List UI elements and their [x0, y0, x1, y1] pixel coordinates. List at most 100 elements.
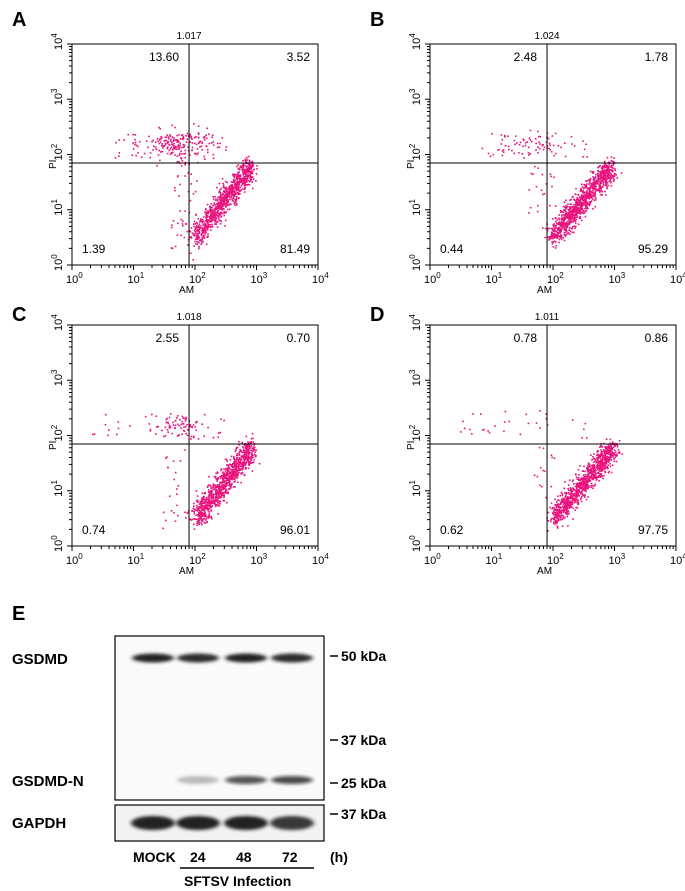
data-point [581, 483, 583, 485]
data-point [580, 190, 582, 193]
data-point [592, 183, 595, 186]
data-point [206, 497, 208, 499]
data-point [593, 453, 595, 455]
data-point [249, 174, 251, 176]
data-point [159, 127, 161, 130]
data-point [234, 471, 237, 473]
data-point [567, 492, 570, 494]
data-point [132, 148, 135, 150]
data-point [251, 462, 254, 464]
data-point [594, 181, 596, 184]
data-point [606, 175, 608, 177]
data-point [237, 464, 240, 466]
data-point [249, 163, 251, 166]
data-point [217, 485, 219, 488]
data-point [613, 157, 615, 159]
data-point [572, 507, 574, 510]
data-point [251, 160, 254, 163]
data-point [156, 137, 159, 140]
data-point [592, 176, 594, 178]
data-point [590, 182, 593, 185]
data-point [200, 507, 202, 509]
data-point [589, 475, 592, 478]
data-point [607, 173, 610, 175]
data-point [223, 475, 226, 477]
data-point [218, 205, 221, 208]
data-point [603, 164, 606, 167]
data-point [589, 201, 592, 203]
data-point [581, 197, 583, 200]
data-point [610, 443, 612, 446]
data-point [158, 149, 160, 152]
data-point [194, 190, 197, 193]
data-point [161, 144, 163, 147]
data-point [243, 191, 246, 193]
data-point [253, 444, 255, 446]
data-point [584, 199, 587, 202]
data-point [555, 227, 558, 229]
data-point [594, 460, 596, 463]
data-point [234, 186, 237, 188]
data-point [606, 452, 608, 454]
data-point [149, 430, 152, 432]
data-point [574, 509, 576, 511]
y-tick-label: 104 [50, 314, 65, 331]
data-point [564, 216, 566, 219]
data-point [608, 174, 610, 176]
data-point [201, 229, 203, 232]
data-point [234, 193, 236, 196]
data-point [240, 189, 242, 191]
data-point [239, 462, 241, 465]
data-point [610, 185, 613, 187]
data-point [182, 138, 184, 141]
data-point [227, 466, 230, 468]
data-point [558, 235, 561, 238]
data-point [556, 237, 558, 239]
y-axis-label: PI [406, 441, 417, 450]
data-point [207, 495, 210, 498]
data-point [601, 190, 604, 193]
data-point [240, 459, 242, 461]
data-point [563, 511, 565, 513]
data-point [579, 200, 581, 202]
data-point [597, 466, 599, 469]
data-point [176, 141, 178, 143]
data-point [211, 505, 213, 507]
data-point [169, 425, 171, 428]
data-point [202, 216, 205, 218]
data-point [599, 171, 601, 173]
data-point [582, 474, 585, 476]
data-point [185, 416, 187, 419]
data-point [572, 209, 575, 212]
data-point [108, 429, 110, 431]
data-point [608, 161, 610, 163]
data-point [471, 433, 473, 435]
data-point [244, 457, 247, 459]
data-point [200, 514, 202, 517]
y-tick-label: 100 [408, 535, 423, 552]
data-point [206, 501, 209, 503]
data-point [603, 160, 606, 163]
data-point [232, 173, 234, 176]
data-point [614, 456, 616, 459]
data-point [132, 142, 134, 144]
data-point [597, 471, 600, 474]
panel-label: A [12, 9, 26, 31]
data-point [232, 470, 234, 472]
data-point [504, 136, 506, 138]
data-point [207, 233, 209, 235]
data-point [181, 433, 183, 436]
data-point [596, 457, 598, 459]
data-point [209, 218, 211, 220]
data-point [583, 211, 586, 214]
data-point [564, 225, 567, 228]
data-point [234, 191, 236, 194]
data-point [548, 142, 551, 145]
data-point [236, 188, 238, 191]
data-point [180, 137, 182, 140]
data-point [236, 176, 239, 179]
data-point [203, 495, 205, 498]
data-point [612, 167, 615, 170]
data-point [568, 493, 571, 496]
data-point [196, 222, 199, 225]
